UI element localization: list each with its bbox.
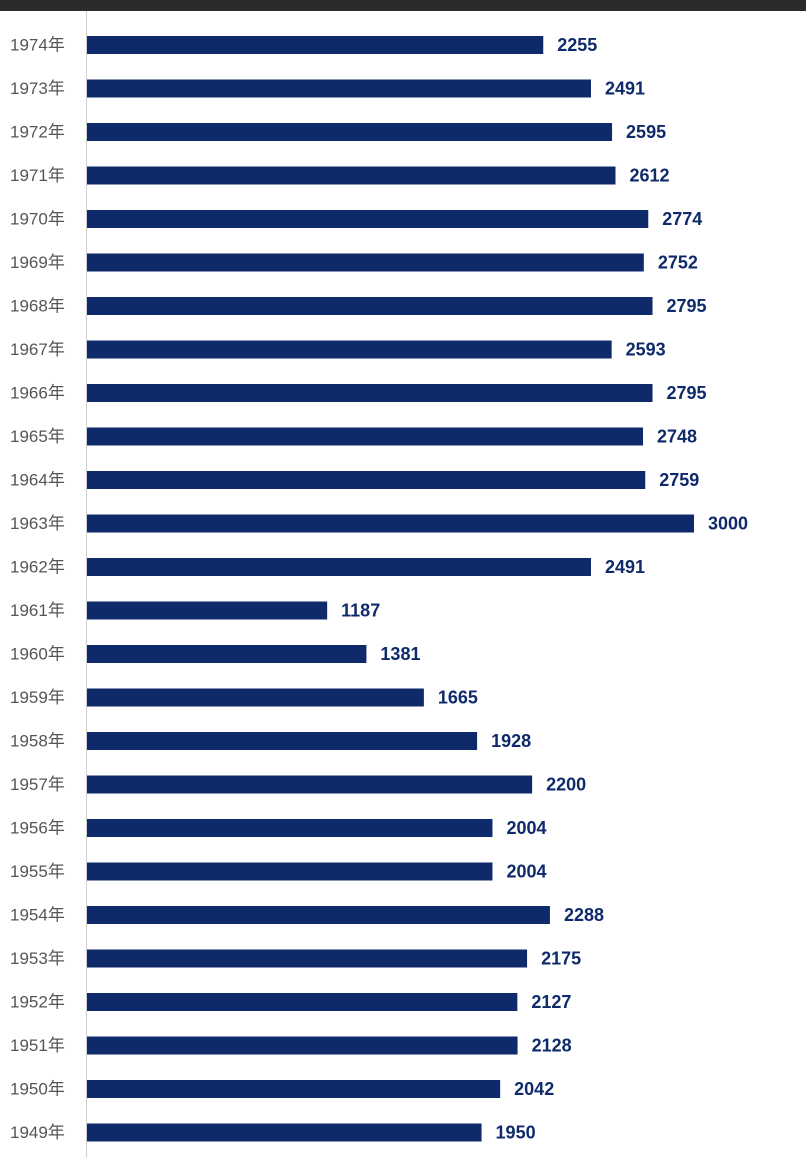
bar xyxy=(87,558,592,576)
bar xyxy=(87,79,592,98)
category-label: 1954年 xyxy=(10,906,65,925)
category-label: 1958年 xyxy=(10,732,65,751)
bar xyxy=(87,471,646,489)
value-label: 1381 xyxy=(380,644,420,664)
value-label: 2175 xyxy=(541,949,581,969)
bar xyxy=(87,862,493,881)
bar xyxy=(87,775,533,794)
bar xyxy=(87,949,528,968)
bar xyxy=(87,993,518,1011)
value-label: 2491 xyxy=(605,557,645,577)
value-label: 3000 xyxy=(708,514,748,534)
bar xyxy=(87,123,613,141)
category-label: 1972年 xyxy=(10,123,65,142)
value-label: 1187 xyxy=(341,601,380,621)
bar xyxy=(87,1080,501,1098)
top-bar xyxy=(0,0,806,11)
value-label: 2748 xyxy=(657,427,697,447)
category-label: 1957年 xyxy=(10,775,65,794)
category-label: 1950年 xyxy=(10,1080,65,1099)
bar xyxy=(87,297,653,315)
category-label: 1963年 xyxy=(10,514,65,533)
bar xyxy=(87,427,644,446)
value-label: 1928 xyxy=(491,731,531,751)
bar xyxy=(87,645,367,663)
value-label: 2004 xyxy=(506,818,546,838)
value-label: 2795 xyxy=(667,383,707,403)
category-label: 1952年 xyxy=(10,993,65,1012)
category-label: 1960年 xyxy=(10,645,65,664)
bar xyxy=(87,340,612,359)
bars-layer: 1974年 2255 1973年 2491 1972年 2595 1971年 2612 1970… xyxy=(10,35,748,1143)
value-label: 2795 xyxy=(667,296,707,316)
bar xyxy=(87,210,649,228)
category-label: 1955年 xyxy=(10,862,65,881)
value-label: 2595 xyxy=(626,122,666,142)
bar xyxy=(87,514,694,533)
category-label: 1965年 xyxy=(10,427,65,446)
category-label: 1956年 xyxy=(10,819,65,838)
value-label: 2491 xyxy=(605,79,645,99)
category-label: 1974年 xyxy=(10,36,65,55)
value-label: 1950 xyxy=(496,1123,536,1143)
category-label: 1961年 xyxy=(10,601,65,620)
category-label: 1959年 xyxy=(10,688,65,707)
category-label: 1953年 xyxy=(10,949,65,968)
value-label: 2752 xyxy=(658,253,698,273)
bar xyxy=(87,906,550,924)
category-label: 1973年 xyxy=(10,79,65,98)
value-label: 2128 xyxy=(532,1036,572,1056)
bar xyxy=(87,688,424,707)
category-label: 1970年 xyxy=(10,210,65,229)
value-label: 2288 xyxy=(564,905,604,925)
bar xyxy=(87,166,616,185)
value-label: 2759 xyxy=(659,470,699,490)
category-label: 1962年 xyxy=(10,558,65,577)
bar xyxy=(87,36,544,54)
value-label: 2127 xyxy=(531,992,571,1012)
value-label: 1665 xyxy=(438,688,478,708)
value-label: 2612 xyxy=(629,166,669,186)
value-label: 2200 xyxy=(546,775,586,795)
bar xyxy=(87,1036,518,1055)
bar xyxy=(87,819,493,837)
value-label: 2004 xyxy=(506,862,546,882)
bar xyxy=(87,384,653,402)
category-label: 1971年 xyxy=(10,166,65,185)
category-label: 1964年 xyxy=(10,471,65,490)
value-label: 2593 xyxy=(626,340,666,360)
value-label: 2042 xyxy=(514,1079,554,1099)
value-label: 2255 xyxy=(557,35,597,55)
bar xyxy=(87,732,478,750)
value-label: 2774 xyxy=(662,209,702,229)
category-label: 1951年 xyxy=(10,1036,65,1055)
category-label: 1969年 xyxy=(10,253,65,272)
bar xyxy=(87,1123,482,1142)
bar xyxy=(87,253,644,272)
category-label: 1949年 xyxy=(10,1123,65,1142)
bar xyxy=(87,601,328,620)
category-label: 1968年 xyxy=(10,297,65,316)
category-label: 1966年 xyxy=(10,384,65,403)
category-label: 1967年 xyxy=(10,340,65,359)
